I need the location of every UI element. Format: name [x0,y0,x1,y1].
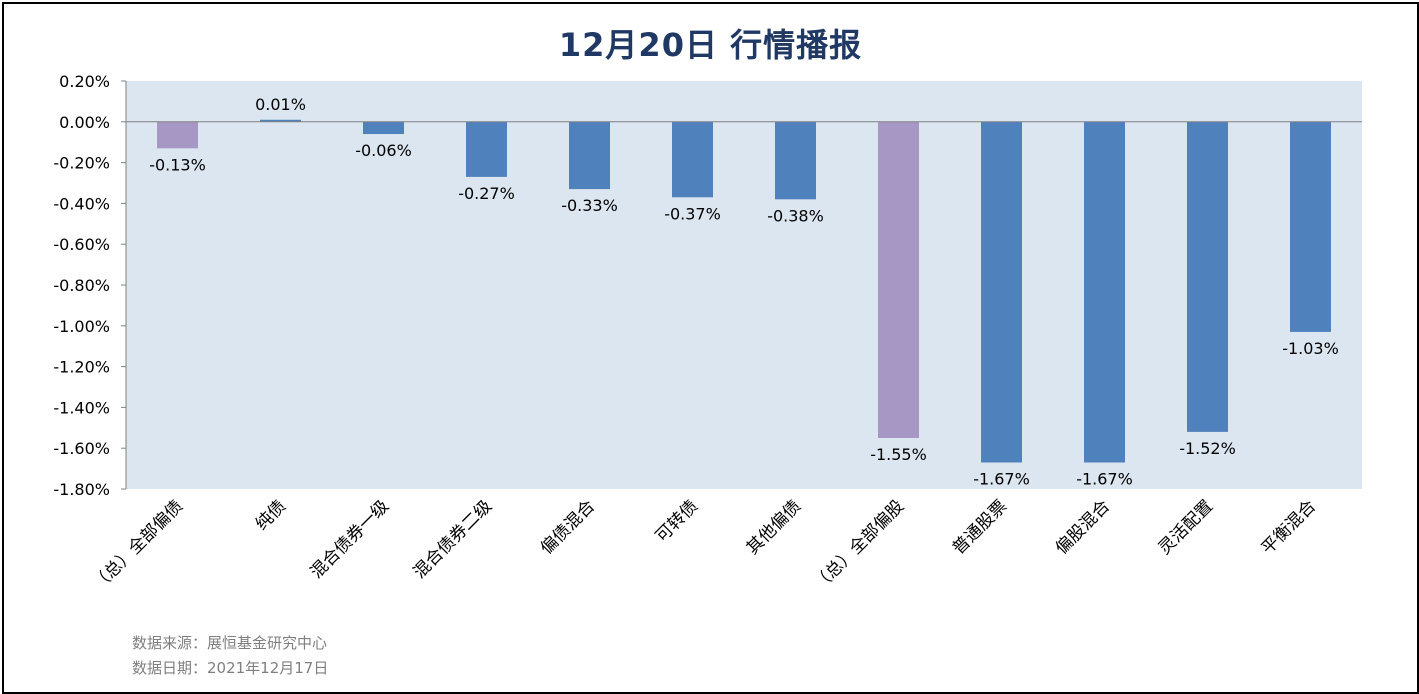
data-label: -0.38% [767,206,824,225]
category-label: 平衡混合 [1258,496,1320,558]
y-tick-label: -1.80% [53,480,110,499]
data-label: -1.67% [973,469,1030,488]
bar [878,121,919,439]
y-tick-label: -0.40% [53,194,110,213]
category-label: 普通股票 [949,496,1011,558]
y-tick-label: -1.60% [53,439,110,458]
date-note: 数据日期：2021年12月17日 [132,659,329,677]
data-label: -1.55% [870,445,927,464]
bar [1084,121,1125,463]
data-label: -0.27% [458,184,515,203]
y-tick-label: -1.20% [53,358,110,377]
bar-chart: 0.20% 0.00% -0.20% -0.40% -0.60% -0.80% -1.00%… [53,72,1362,595]
y-tick-label: -0.80% [53,276,110,295]
data-label: -1.03% [1282,339,1339,358]
category-label: （总）全部偏债 [89,496,187,594]
y-tick-label: -1.40% [53,398,110,417]
data-label: -1.52% [1179,439,1236,458]
bar [672,121,713,198]
source-note: 数据来源：展恒基金研究中心 [132,634,328,652]
bar [363,121,404,135]
bar [157,121,198,149]
bar [981,121,1022,463]
bar [260,119,301,122]
y-tick-label: -1.00% [53,317,110,336]
chart-title: 12月20日 行情播报 [558,26,863,64]
category-label: 偏债混合 [537,496,599,558]
y-tick-label: 0.20% [59,72,110,91]
y-tick-label: -0.20% [53,154,110,173]
category-label: 混合债券一级 [307,496,393,582]
bar [1290,121,1331,332]
bar [569,121,610,190]
data-label: -0.06% [355,141,412,160]
y-tick-label: 0.00% [59,113,110,132]
bar [466,121,507,177]
category-label: 灵活配置 [1155,496,1217,558]
data-label: -0.13% [149,155,206,174]
data-label: 0.01% [255,95,306,114]
category-label: 偏股混合 [1052,496,1114,558]
data-label: -0.37% [664,204,721,223]
category-label: 可转债 [652,496,702,546]
category-label: 其他偏债 [743,496,805,558]
category-label: （总）全部偏股 [810,496,908,594]
category-label: 混合债券二级 [410,496,496,582]
data-label: -1.67% [1076,469,1133,488]
data-label: -0.33% [561,196,618,215]
bar [1187,121,1228,432]
category-label: 纯债 [252,496,290,534]
y-tick-label: -0.60% [53,235,110,254]
bar [775,121,816,200]
plot-area [126,81,1362,489]
